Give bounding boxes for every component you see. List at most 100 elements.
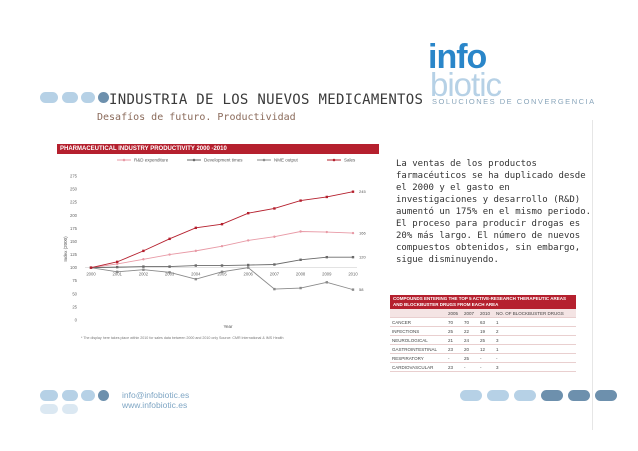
table-body: CANCER 70 70 63 1 INFECTIONS 25 22 19 2 NEUROLOGIC… [390, 317, 576, 372]
table-cell: 25 [461, 353, 478, 363]
table-row: NEUROLOGICAL 21 24 25 3 [390, 335, 576, 345]
series-point [220, 264, 224, 267]
table-cell: NEUROLOGICAL [390, 335, 446, 345]
series-point [116, 270, 119, 274]
series-point [142, 249, 145, 253]
table-cell: 19 [477, 326, 494, 336]
table-cell: - [477, 362, 494, 372]
divider-line [592, 120, 593, 430]
series-point [299, 230, 302, 233]
y-tick-label: 250 [70, 187, 78, 192]
legend-marker [332, 158, 336, 162]
y-tick-label: 225 [70, 200, 78, 205]
table-cell: 3 [493, 335, 576, 345]
compounds-table: COMPOUNDS ENTERING THE TOP 5 ACTIVE-RESE… [390, 295, 576, 372]
series-point [273, 263, 276, 266]
table-cell: 3 [493, 362, 576, 372]
x-tick-label: 2002 [139, 272, 149, 277]
series-point [273, 207, 276, 210]
series-point [168, 253, 171, 256]
table-row: CARDIOVASCULAR 23- -3 [390, 362, 576, 372]
table-cell: 24 [461, 335, 478, 345]
series-point [325, 281, 328, 284]
x-tick-label: 2009 [322, 272, 332, 277]
series-point [247, 239, 250, 242]
chart-title: PHARMACEUTICAL INDUSTRY PRODUCTIVITY 200… [57, 144, 379, 154]
table-header-cell: 2007 [461, 309, 478, 318]
table-header-cell [390, 309, 446, 318]
table-cell: 70 [461, 317, 478, 327]
series-point [299, 258, 302, 261]
series-point [116, 265, 119, 269]
end-data-label: 166 [359, 231, 366, 236]
series-point [351, 255, 355, 259]
table-row: INFECTIONS 25 22 19 2 [390, 326, 576, 336]
x-axis-label: Year [223, 324, 233, 329]
table-cell: 25 [445, 326, 462, 336]
legend-marker [192, 158, 196, 162]
end-data-label: 58 [359, 287, 364, 292]
series-point [220, 270, 224, 274]
end-data-label: 120 [359, 255, 366, 260]
series-point [247, 263, 250, 267]
x-tick-label: 2000 [86, 272, 96, 277]
legend-label: NME output [274, 158, 299, 163]
table-cell: - [477, 353, 494, 363]
series-point [325, 230, 328, 234]
table-cell: 25 [477, 335, 494, 345]
series-point [116, 260, 119, 264]
y-tick-label: 275 [70, 174, 78, 179]
table-cell: 63 [477, 317, 494, 327]
header-dot-strip [0, 92, 110, 104]
table-header-cell: NO. OF BLOCKBUSTER DRUGS [493, 309, 576, 318]
description-paragraph: La ventas de los productos farmacéuticos… [396, 159, 592, 265]
table-cell: - [461, 362, 478, 372]
y-tick-label: 0 [75, 318, 78, 323]
series-point [142, 265, 145, 268]
table-cell: - [445, 353, 462, 363]
logo-line-1: info [428, 38, 487, 76]
table-cell: GASTROINTESTINAL [390, 344, 446, 354]
x-tick-label: 2004 [191, 272, 201, 277]
table-cell: 23 [445, 344, 462, 354]
table-header-cell: 2010 [477, 309, 494, 318]
footer-website[interactable]: www.infobiotic.es [122, 400, 188, 410]
x-tick-label: 2001 [113, 272, 123, 277]
series-point [247, 211, 250, 215]
table-cell: CANCER [390, 317, 446, 327]
y-tick-label: 75 [72, 278, 77, 283]
table-cell: 20 [461, 344, 478, 354]
y-tick-label: 50 [72, 291, 77, 296]
table-cell: 70 [445, 317, 462, 327]
footer-email[interactable]: info@infobiotic.es [122, 390, 190, 400]
series-line [90, 231, 354, 269]
series-point [194, 277, 197, 281]
legend-label: Development times [204, 158, 243, 163]
page-subtitle: Desafíos de futuro. Productividad [97, 112, 296, 123]
series-line [90, 191, 354, 269]
table-cell: 23 [445, 362, 462, 372]
chart-footnote: * The display here takes place within 20… [81, 336, 284, 340]
table-header-row: 2005 2007 2010 NO. OF BLOCKBUSTER DRUGS [390, 309, 576, 318]
table-row: RESPIRATORY -25- - [390, 353, 576, 363]
x-tick-label: 2003 [165, 272, 175, 277]
table-cell: INFECTIONS [390, 326, 446, 336]
series-point [351, 190, 355, 193]
y-tick-label: 175 [70, 226, 78, 231]
infobiotic-logo: info biotic [428, 38, 502, 101]
x-tick-label: 2006 [244, 272, 254, 277]
series-point [142, 258, 145, 261]
y-tick-label: 150 [70, 239, 78, 244]
table-cell: 1 [493, 317, 576, 327]
series-point [273, 287, 276, 291]
end-data-label: 245 [359, 189, 366, 194]
table-row: GASTROINTESTINAL 23 20 12 1 [390, 344, 576, 354]
y-tick-label: 200 [70, 213, 78, 218]
x-tick-label: 2005 [217, 272, 227, 277]
series-point [351, 231, 355, 235]
series-point [194, 264, 197, 267]
x-tick-label: 2010 [348, 272, 358, 277]
series-point [194, 249, 197, 253]
table-cell: 1 [493, 344, 576, 354]
